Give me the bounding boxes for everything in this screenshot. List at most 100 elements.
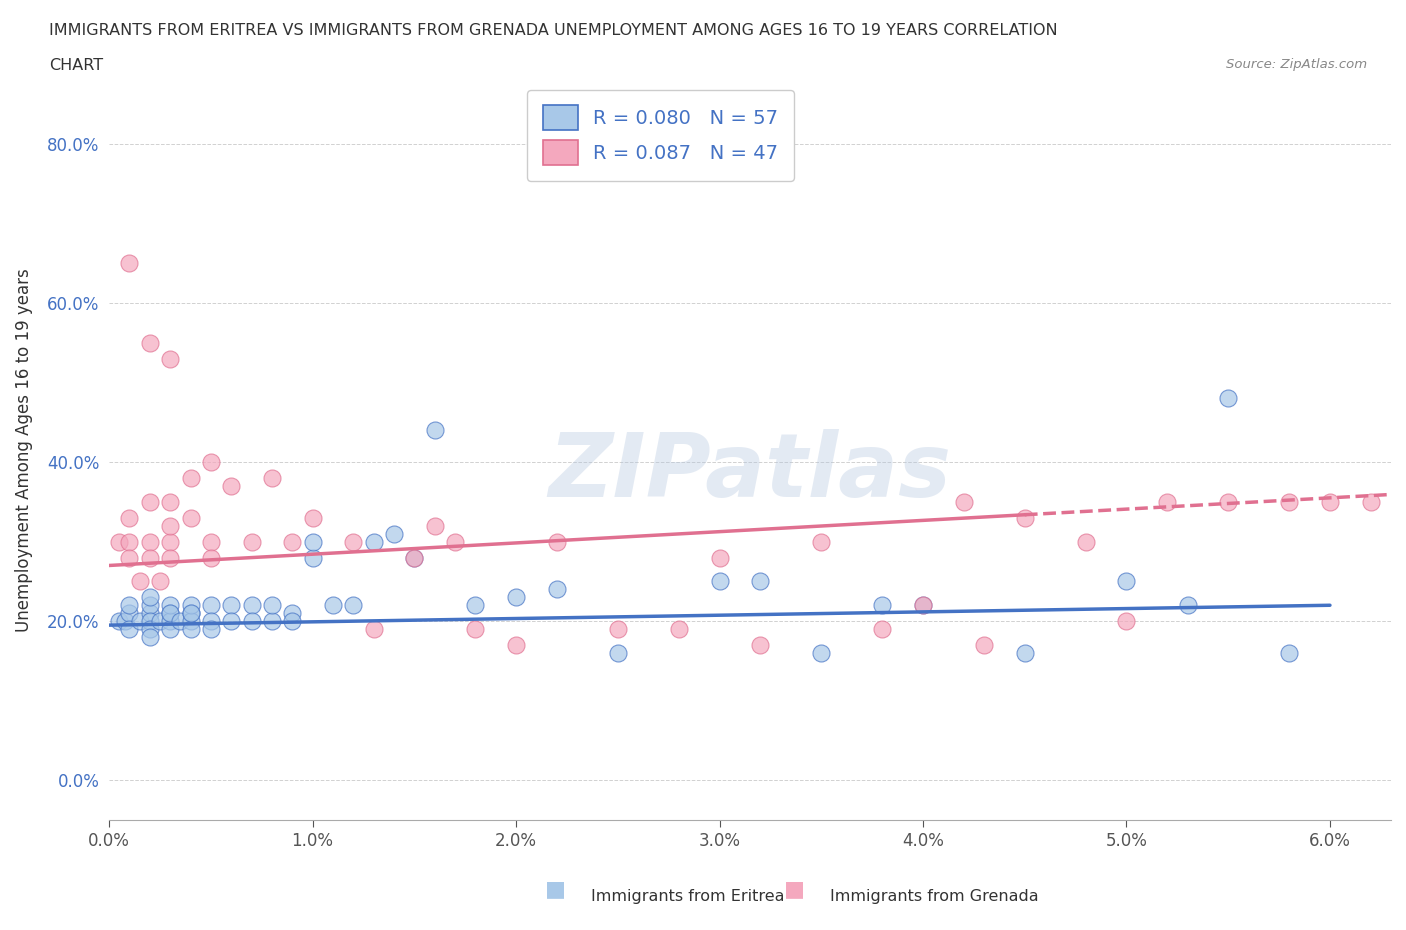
Text: ■: ■ bbox=[546, 879, 565, 899]
Point bbox=[108, 614, 131, 629]
Text: CHART: CHART bbox=[49, 58, 103, 73]
Point bbox=[1115, 574, 1137, 589]
Point bbox=[382, 526, 405, 541]
Point bbox=[118, 550, 141, 565]
Point bbox=[139, 550, 162, 565]
Point bbox=[169, 614, 191, 629]
Legend: R = 0.080   N = 57, R = 0.087   N = 47: R = 0.080 N = 57, R = 0.087 N = 47 bbox=[527, 90, 793, 180]
Text: ZIPatlas: ZIPatlas bbox=[548, 429, 952, 516]
Point bbox=[260, 614, 283, 629]
Point bbox=[1278, 495, 1301, 510]
Point bbox=[668, 621, 690, 636]
Point bbox=[301, 534, 323, 549]
Point bbox=[179, 605, 201, 620]
Point bbox=[159, 598, 181, 613]
Text: IMMIGRANTS FROM ERITREA VS IMMIGRANTS FROM GRENADA UNEMPLOYMENT AMONG AGES 16 TO: IMMIGRANTS FROM ERITREA VS IMMIGRANTS FR… bbox=[49, 23, 1057, 38]
Text: Immigrants from Eritrea: Immigrants from Eritrea bbox=[591, 889, 785, 904]
Point bbox=[139, 621, 162, 636]
Point bbox=[200, 550, 222, 565]
Point bbox=[139, 335, 162, 350]
Point bbox=[179, 471, 201, 485]
Point bbox=[423, 518, 446, 533]
Point bbox=[281, 534, 304, 549]
Point bbox=[179, 605, 201, 620]
Point bbox=[404, 550, 426, 565]
Point bbox=[281, 605, 304, 620]
Y-axis label: Unemployment Among Ages 16 to 19 years: Unemployment Among Ages 16 to 19 years bbox=[15, 268, 32, 632]
Point bbox=[139, 598, 162, 613]
Point bbox=[139, 605, 162, 620]
Point bbox=[118, 621, 141, 636]
Point bbox=[872, 598, 894, 613]
Point bbox=[200, 598, 222, 613]
Point bbox=[1319, 495, 1341, 510]
Point bbox=[118, 598, 141, 613]
Point bbox=[1177, 598, 1199, 613]
Point bbox=[114, 614, 136, 629]
Point bbox=[464, 598, 486, 613]
Point bbox=[1278, 645, 1301, 660]
Point bbox=[118, 605, 141, 620]
Point bbox=[260, 471, 283, 485]
Point bbox=[179, 621, 201, 636]
Point bbox=[139, 495, 162, 510]
Point bbox=[1074, 534, 1097, 549]
Text: Immigrants from Grenada: Immigrants from Grenada bbox=[830, 889, 1038, 904]
Point bbox=[159, 614, 181, 629]
Point bbox=[200, 534, 222, 549]
Point bbox=[606, 645, 628, 660]
Point bbox=[1156, 495, 1178, 510]
Point bbox=[1014, 511, 1036, 525]
Point bbox=[118, 256, 141, 271]
Point bbox=[505, 638, 527, 653]
Point bbox=[1218, 391, 1240, 405]
Point bbox=[1218, 495, 1240, 510]
Point bbox=[108, 534, 131, 549]
Point bbox=[240, 534, 263, 549]
Point bbox=[342, 534, 364, 549]
Point bbox=[219, 478, 242, 493]
Point bbox=[240, 614, 263, 629]
Point bbox=[149, 574, 172, 589]
Point bbox=[139, 614, 162, 629]
Point bbox=[139, 630, 162, 644]
Point bbox=[363, 621, 385, 636]
Point bbox=[159, 621, 181, 636]
Point bbox=[810, 645, 832, 660]
Point bbox=[342, 598, 364, 613]
Point bbox=[159, 550, 181, 565]
Point bbox=[606, 621, 628, 636]
Point bbox=[749, 638, 772, 653]
Point bbox=[546, 534, 568, 549]
Point bbox=[709, 574, 731, 589]
Point bbox=[159, 518, 181, 533]
Point bbox=[260, 598, 283, 613]
Point bbox=[973, 638, 995, 653]
Point bbox=[749, 574, 772, 589]
Point bbox=[404, 550, 426, 565]
Point bbox=[128, 574, 150, 589]
Point bbox=[118, 534, 141, 549]
Point bbox=[139, 590, 162, 604]
Point bbox=[363, 534, 385, 549]
Text: Source: ZipAtlas.com: Source: ZipAtlas.com bbox=[1226, 58, 1367, 71]
Point bbox=[301, 511, 323, 525]
Point bbox=[179, 598, 201, 613]
Point bbox=[139, 534, 162, 549]
Point bbox=[1360, 495, 1382, 510]
Point bbox=[128, 614, 150, 629]
Point bbox=[219, 598, 242, 613]
Point bbox=[200, 455, 222, 470]
Point bbox=[281, 614, 304, 629]
Point bbox=[159, 352, 181, 366]
Point bbox=[444, 534, 467, 549]
Point bbox=[322, 598, 344, 613]
Point bbox=[159, 605, 181, 620]
Point bbox=[1115, 614, 1137, 629]
Point bbox=[159, 605, 181, 620]
Point bbox=[464, 621, 486, 636]
Point bbox=[423, 423, 446, 438]
Point bbox=[118, 511, 141, 525]
Point bbox=[709, 550, 731, 565]
Point bbox=[911, 598, 934, 613]
